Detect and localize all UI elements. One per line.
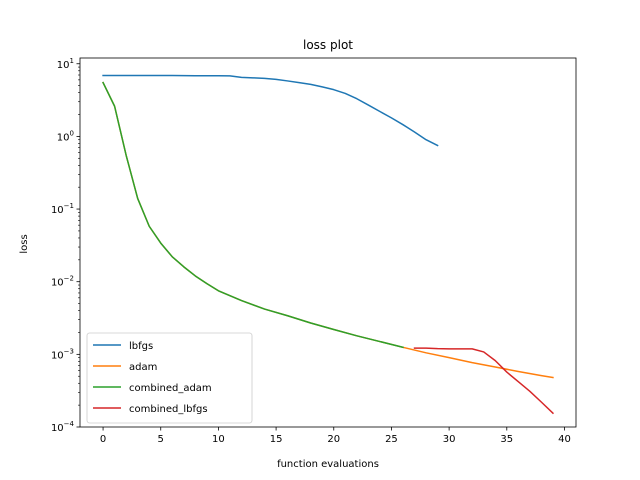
x-tick-label: 30	[443, 434, 456, 445]
x-tick-label: 10	[212, 434, 225, 445]
series-group	[102, 74, 554, 415]
y-tick-label: 10−2	[51, 275, 74, 289]
series-line-lbfgs	[102, 74, 439, 147]
y-tick-label: 10−4	[51, 420, 75, 434]
legend-label: adam	[129, 362, 157, 373]
x-axis-title: function evaluations	[277, 459, 379, 470]
legend: lbfgs adam combined_adam combined_lbfgs	[86, 332, 253, 424]
legend-label: combined_lbfgs	[129, 404, 208, 415]
legend-label: lbfgs	[129, 341, 153, 352]
x-tick-label: 5	[158, 434, 164, 445]
chart-title: loss plot	[303, 38, 353, 52]
legend-label: combined_adam	[129, 383, 212, 394]
legend-box	[86, 332, 253, 424]
x-tick-label: 25	[385, 434, 398, 445]
series-line-combined-lbfgs	[413, 347, 554, 415]
y-tick-label: 10−1	[51, 202, 74, 216]
x-tick-label: 15	[270, 434, 283, 445]
y-tick-label: 10−3	[51, 347, 74, 361]
x-tick-label: 0	[100, 434, 106, 445]
x-tick-label: 20	[327, 434, 340, 445]
y-axis-title: loss	[19, 234, 30, 253]
y-tick-label: 101	[57, 57, 74, 71]
x-tick-label: 40	[558, 434, 571, 445]
axes-frame	[79, 57, 577, 428]
y-tick-label: 100	[57, 129, 74, 143]
x-tick-label: 35	[500, 434, 513, 445]
series-line-combined-adam	[102, 81, 404, 349]
